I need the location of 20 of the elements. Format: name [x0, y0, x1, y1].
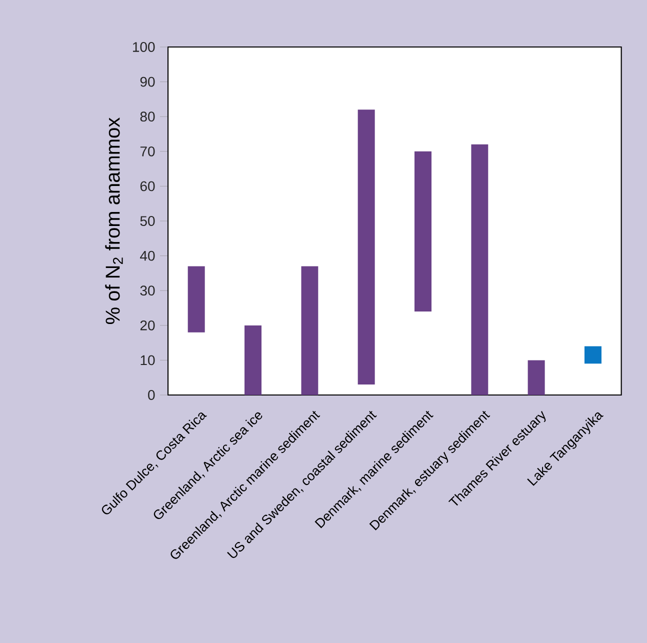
y-tick-label: 20 — [140, 320, 155, 330]
y-tick-label: 0 — [148, 390, 155, 400]
y-tick-label: 80 — [140, 112, 155, 122]
bar — [244, 325, 262, 395]
bar — [528, 360, 545, 395]
y-tick-label: 30 — [140, 286, 155, 296]
bar — [358, 110, 375, 385]
y-tick-label: 50 — [140, 216, 155, 226]
y-axis-title: % of N$_{2}$ from anammox — [105, 118, 123, 324]
y-tick-label: 10 — [140, 355, 155, 366]
bar — [301, 266, 318, 395]
y-tick-label: 40 — [140, 250, 155, 261]
y-tick-label: 100 — [133, 42, 155, 52]
bar — [471, 144, 488, 395]
y-tick-label: 70 — [140, 146, 155, 156]
bar — [188, 266, 205, 332]
y-tick-label: 90 — [140, 76, 155, 87]
bar — [414, 151, 432, 312]
y-tick-label: 60 — [140, 181, 155, 192]
bar — [584, 346, 602, 364]
